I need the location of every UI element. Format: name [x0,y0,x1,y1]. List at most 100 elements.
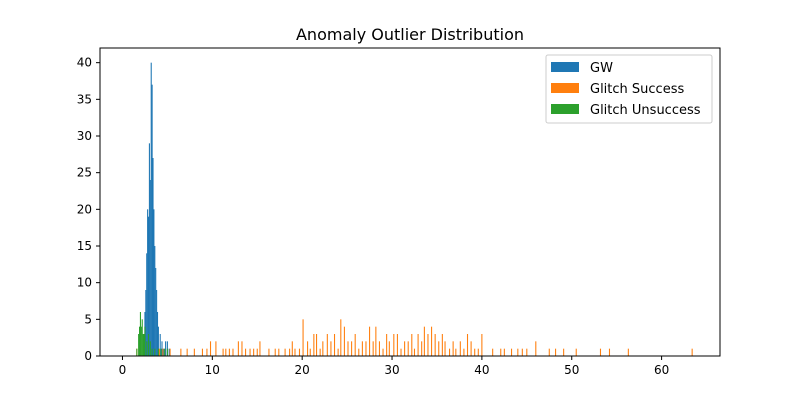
plot-frame [99,47,721,357]
bar-series2-bin6 [142,334,144,356]
bar-series2-bin15 [160,348,162,356]
bar-series1-bin17 [241,341,243,356]
bar-series2-bin4 [140,326,142,356]
bar-series0-bin22 [168,348,170,356]
bar-series1-bin64 [417,334,419,356]
bar-series1-bin37 [322,341,324,356]
bar-series0-bin11 [153,209,155,356]
bar-series2-bin0 [136,348,138,356]
bar-series2-bin13 [154,348,156,356]
x-tick-label-2: 20 [295,363,310,377]
bar-series1-bin42 [340,319,342,356]
legend-swatch-1 [551,83,579,93]
bar-series1-bin9 [206,348,208,356]
bar-series0-bin9 [151,84,153,357]
bar-series1-bin53 [378,341,380,356]
bar-series1-bin26 [284,348,286,356]
bar-series1-bin30 [298,348,301,356]
bar-series1-bin41 [337,348,339,356]
legend-swatch-0 [551,62,579,72]
bar-series1-bin69 [434,334,436,356]
bar-series1-bin22 [259,341,261,356]
bar-series0-bin18 [161,341,163,356]
bar-series1-bin54 [382,348,384,356]
bar-series2-bin16 [164,348,166,356]
bar-series1-bin46 [354,334,356,356]
bar-series1-bin78 [466,334,469,356]
y-tick-label-0: 0 [84,349,92,363]
bar-series0-bin10 [152,158,154,356]
bar-series2-bin7 [143,334,145,356]
bar-series1-bin31 [302,319,304,356]
bar-series1-bin48 [361,341,363,356]
bar-series1-bin35 [316,334,318,356]
y-tick-label-1: 5 [84,312,92,326]
bar-series1-bin74 [452,341,454,356]
legend-swatch-2 [551,104,579,114]
bar-series0-bin21 [166,341,168,356]
bar-series1-bin7 [193,348,195,356]
bar-series0-bin15 [156,312,159,356]
bar-series1-bin15 [232,348,234,356]
bar-series1-bin58 [396,334,398,356]
bar-series0-bin14 [156,290,158,356]
bar-series1-bin77 [463,348,465,356]
bar-series0-bin5 [147,216,150,356]
bar-series1-bin83 [492,348,494,356]
bar-series1-bin90 [535,341,537,356]
bar-series1-bin96 [608,348,611,356]
x-tick-label-6: 60 [654,363,669,377]
bar-series1-bin52 [375,326,377,356]
x-axis: 0 10 20 30 40 50 60 [119,356,669,377]
bar-series1-bin33 [309,348,311,356]
bar-series1-bin92 [555,348,557,356]
x-tick-label-1: 10 [205,363,220,377]
bar-series1-bin20 [253,348,255,356]
bar-series1-bin6 [186,348,188,356]
bar-series1-bin67 [427,334,429,356]
legend-label-2: Glitch Unsuccess [590,103,701,118]
bar-series2-bin11 [149,341,151,356]
x-tick-label-0: 0 [119,363,127,377]
bar-series1-bin12 [222,348,224,356]
y-tick-label-7: 35 [77,92,92,106]
bar-series1-bin85 [503,348,505,356]
bar-series1-bin70 [438,341,440,356]
bar-series1-bin57 [393,334,395,356]
bar-series1-bin59 [400,348,402,356]
legend-box [545,54,713,124]
bar-series1-bin14 [228,348,230,356]
bar-series0-bin16 [157,326,159,356]
bar-series1-bin82 [481,334,483,356]
bar-series1-bin98 [691,348,693,356]
bar-series0-bin7 [149,180,151,356]
bar-series1-bin34 [313,334,315,356]
y-tick-label-5: 25 [77,166,92,180]
bar-series1-bin29 [294,348,296,356]
bar-series1-bin44 [347,341,349,356]
bar-series1-bin89 [526,348,528,356]
bar-series1-bin75 [455,348,457,356]
bar-series0-bin3 [146,253,148,356]
bar-series2-bin2 [139,326,141,356]
bar-series1-bin18 [245,348,247,356]
bar-series1-bin24 [274,348,276,356]
bar-series1-bin45 [351,341,353,356]
bar-series1-bin91 [548,348,550,356]
bar-series2-bin9 [146,341,148,356]
bar-series1-bin71 [441,334,443,356]
bar-series1-bin66 [423,326,425,356]
bar-series1-bin87 [517,348,519,356]
bar-series1-bin56 [388,341,390,356]
legend: GW Glitch Success Glitch Unsuccess [545,54,713,124]
bar-series1-bin5 [180,348,182,356]
bar-series1-bin73 [449,348,451,356]
bar-series1-bin32 [307,341,309,356]
bar-series1-bin21 [256,348,258,356]
bar-series1-bin95 [599,348,602,356]
bar-series0-bin12 [154,246,156,356]
bar-series1-bin19 [249,348,251,356]
bar-series1-bin4 [169,348,171,356]
y-tick-label-2: 10 [77,276,92,290]
